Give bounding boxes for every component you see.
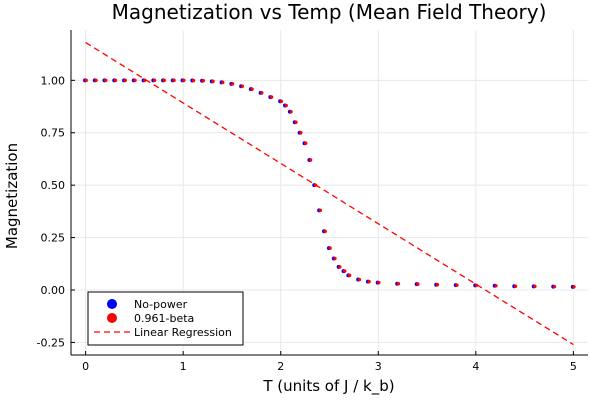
data-point-beta [294,120,298,124]
data-point-beta [328,246,332,250]
data-point-beta [299,131,303,135]
data-point-beta [435,283,440,287]
data-point-beta [533,284,537,289]
data-point-beta [260,91,264,95]
data-point-beta [323,229,327,233]
y-axis-label: Magnetization [3,143,21,249]
legend-label: No-power [134,298,188,311]
y-tick-label: 0.75 [41,127,66,140]
data-point-beta [552,284,557,289]
data-point-beta [84,78,88,83]
legend-label: Linear Regression [134,326,232,339]
data-point-beta [377,280,381,285]
data-point-beta [191,78,196,83]
x-tick-label: 2 [277,360,284,373]
data-point-beta [357,277,362,282]
data-point-beta [250,87,254,91]
data-point-beta [230,82,235,86]
data-point-beta [133,78,137,83]
regression-line [85,42,574,346]
x-tick-label: 1 [180,360,187,373]
legend-label: 0.961-beta [134,312,194,325]
x-tick-label: 3 [375,360,382,373]
data-point-beta [113,78,118,83]
axes [70,30,588,356]
x-tick-labels: 0 1 2 3 4 5 [82,360,577,373]
x-tick-label: 0 [82,360,89,373]
data-point-beta [152,78,157,83]
x-tick-label: 4 [472,360,479,373]
data-point-beta [513,284,518,288]
data-point-beta [172,78,176,83]
y-tick-label: 0.25 [41,232,66,245]
data-point-beta [338,265,342,269]
grid [71,30,588,355]
data-point-beta [104,78,108,83]
data-point-beta [572,285,576,289]
data-point-beta [343,269,347,273]
data-point-beta [494,284,498,288]
data-point-beta [162,78,166,83]
y-tick-label: -0.25 [37,336,65,349]
data-point-beta [308,158,313,162]
data-point-beta [269,95,274,99]
data-point-beta [123,78,127,83]
y-tick-labels: -0.25 0.00 0.25 0.50 0.75 1.00 [37,74,65,349]
data-point-beta [347,273,352,278]
data-point-beta [240,84,245,88]
y-tick-label: 0.00 [41,284,66,297]
x-tick-label: 5 [570,360,577,373]
legend-beta-swatch [107,313,117,323]
plot-area [83,42,576,346]
data-point-beta [279,99,284,103]
data-point-beta [284,103,288,108]
data-layer [83,42,576,346]
chart-title: Magnetization vs Temp (Mean Field Theory… [112,0,547,24]
legend-no-power-swatch [107,299,117,309]
data-point-beta [201,79,205,83]
data-point-beta [396,282,401,286]
data-point-beta [318,208,323,213]
data-point-beta [416,282,420,286]
y-tick-label: 0.50 [41,179,66,192]
data-point-beta [94,78,98,83]
data-point-beta [221,80,225,85]
data-point-beta [304,141,308,145]
data-point-beta [333,256,337,261]
data-point-beta [211,79,215,84]
data-point-beta [367,279,371,284]
data-point-beta [455,283,459,287]
x-axis-label: T (units of J / k_b) [262,377,394,396]
data-point-beta [182,78,186,83]
data-point-beta [289,110,293,114]
y-tick-label: 1.00 [41,74,66,87]
